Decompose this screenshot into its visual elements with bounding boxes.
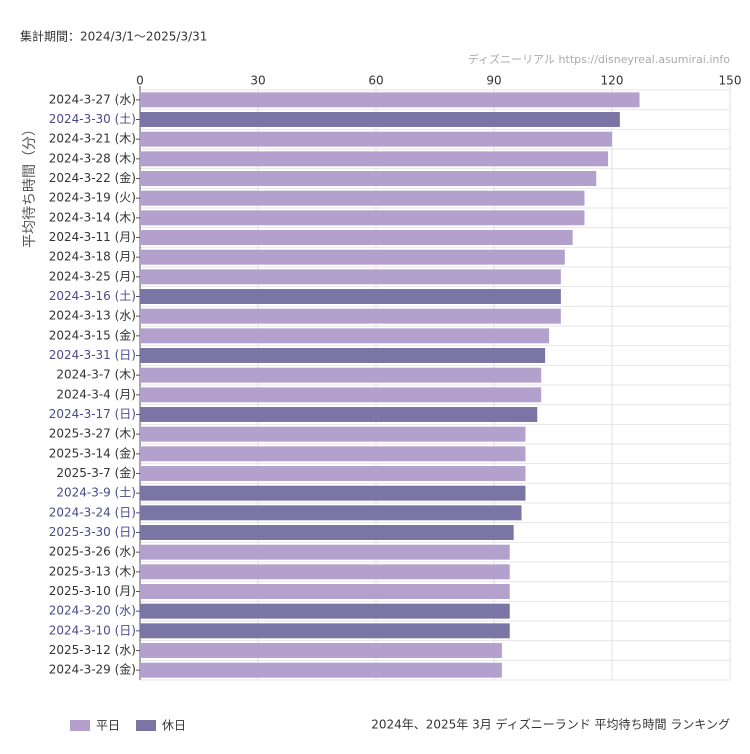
bar — [140, 367, 542, 383]
bar — [140, 151, 609, 167]
x-tick-label: 0 — [136, 74, 144, 88]
x-tick-label: 120 — [601, 74, 624, 88]
y-tick-label: 2024-3-17 (日) — [49, 407, 136, 421]
y-tick-label: 2024-3-29 (金) — [49, 662, 136, 677]
y-tick-label: 2024-3-22 (金) — [49, 170, 136, 185]
y-tick-label: 2024-3-30 (土) — [49, 112, 136, 126]
bar — [140, 269, 561, 285]
y-tick-label: 2024-3-18 (月) — [49, 250, 136, 264]
legend-swatch — [70, 720, 90, 731]
bar — [140, 466, 526, 481]
y-tick-label: 2024-3-20 (水) — [49, 604, 136, 618]
bar — [140, 230, 573, 245]
bar — [140, 249, 565, 265]
bar — [140, 210, 585, 226]
chart-subtitle: 集計期間：2024/3/1～2025/3/31 — [20, 29, 207, 44]
y-tick-label: 2024-3-25 (月) — [49, 269, 136, 283]
y-tick-label: 2024-3-11 (月) — [49, 230, 136, 244]
bar — [140, 190, 585, 206]
bar — [140, 643, 502, 658]
y-tick-label: 2024-3-14 (木) — [49, 210, 136, 224]
bar — [140, 564, 510, 580]
x-tick-label: 60 — [368, 74, 383, 88]
legend-swatch — [136, 720, 157, 731]
bar — [140, 131, 612, 147]
y-tick-label: 2024-3-13 (水) — [49, 309, 136, 323]
legend-label: 休日 — [162, 719, 186, 733]
source: ディズニーリアル https://disneyreal.asumirai.inf… — [468, 52, 730, 66]
y-tick-label: 2025-3-27 (木) — [49, 427, 136, 441]
bar — [140, 289, 561, 304]
y-tick-label: 2024-3-15 (金) — [49, 327, 136, 342]
x-tick-label: 150 — [719, 74, 742, 88]
legend-label: 平日 — [96, 719, 120, 733]
chart-title: 2024年、2025年 3月 ディズニーランド 平均待ち時間 ランキング — [371, 717, 730, 732]
y-tick-label: 2024-3-24 (日) — [49, 505, 136, 519]
y-tick-label: 2024-3-7 (木) — [56, 368, 136, 382]
y-tick-label: 2024-3-9 (土) — [56, 486, 136, 500]
y-tick-label: 2025-3-26 (水) — [49, 545, 136, 559]
bar — [140, 171, 597, 186]
y-tick-label: 2024-3-31 (日) — [49, 348, 136, 362]
bar — [140, 348, 546, 363]
y-tick-label: 2024-3-27 (水) — [49, 92, 136, 106]
x-tick-label: 90 — [486, 74, 501, 88]
y-tick-label: 2025-3-30 (日) — [49, 525, 136, 539]
y-tick-label: 2025-3-13 (木) — [49, 564, 136, 578]
y-tick-label: 2024-3-19 (火) — [49, 191, 136, 205]
bar — [140, 328, 550, 344]
y-tick-label: 2025-3-10 (月) — [49, 584, 136, 598]
y-tick-label: 2024-3-16 (土) — [49, 289, 136, 303]
y-tick-label: 2025-3-12 (水) — [49, 643, 136, 657]
x-tick-label: 30 — [250, 74, 265, 88]
bar — [140, 584, 510, 599]
y-tick-label: 2024-3-21 (木) — [49, 132, 136, 146]
bar — [140, 446, 526, 462]
bar — [140, 112, 620, 127]
bar — [140, 407, 538, 422]
bar — [140, 525, 514, 540]
bar — [140, 662, 502, 678]
bar — [140, 505, 522, 521]
bar — [140, 426, 526, 442]
bar — [140, 544, 510, 560]
bar — [140, 387, 542, 403]
bar — [140, 485, 526, 501]
y-axis-title: 平均待ち時間（分） — [22, 122, 38, 248]
bar — [140, 92, 640, 108]
y-tick-label: 2024-3-4 (月) — [56, 387, 136, 401]
bar — [140, 623, 510, 639]
bar — [140, 603, 510, 619]
y-tick-label: 2024-3-10 (日) — [49, 623, 136, 637]
bar — [140, 308, 561, 324]
y-tick-label: 2024-3-28 (木) — [49, 151, 136, 165]
y-tick-label: 2025-3-14 (金) — [49, 445, 136, 460]
y-tick-label: 2025-3-7 (金) — [56, 465, 136, 480]
